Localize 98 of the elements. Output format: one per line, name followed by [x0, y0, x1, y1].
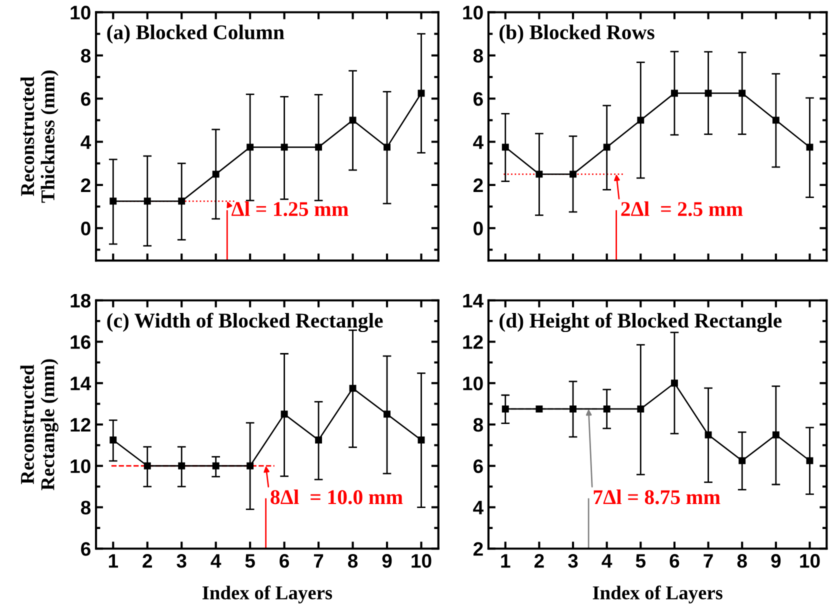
point	[144, 198, 151, 205]
point	[671, 90, 678, 97]
point	[570, 170, 576, 178]
y-tick-label: 10	[70, 6, 90, 20]
point	[536, 170, 543, 178]
y-axis-title: Reconstructed Rectangle (mm)	[20, 359, 58, 490]
y-tick-label: 14	[70, 376, 92, 390]
x-tick-label: 5	[636, 554, 646, 568]
point	[772, 116, 780, 124]
point	[637, 406, 644, 412]
y-tick-label: 18	[70, 294, 91, 308]
x-tick-label: 6	[280, 554, 290, 568]
point	[384, 144, 390, 151]
x-axis-title: Index of Layers	[202, 586, 332, 604]
y-axis-title: Reconstructed Thickness (mm)	[20, 70, 58, 203]
x-tick-label: 8	[737, 554, 747, 568]
y-tick-label: 10	[463, 6, 483, 20]
point	[704, 90, 712, 97]
y-tick-label: 6	[81, 542, 90, 556]
annotation: 7Δl = 8.75 mm	[594, 490, 720, 504]
point	[671, 380, 678, 387]
y-tick-label: 12	[463, 335, 483, 349]
y-tick-label: 2	[473, 178, 483, 192]
x-tick-label: 1	[108, 554, 118, 568]
y-tick-label: 6	[81, 92, 90, 106]
point	[212, 462, 220, 470]
point	[772, 431, 780, 438]
text: (a) Blocked Column	[107, 24, 284, 44]
y-tick-label: 12	[70, 418, 90, 432]
point	[704, 431, 712, 438]
point	[384, 410, 390, 418]
x-tick-label: 7	[314, 554, 324, 568]
y-tick-label: 4	[473, 135, 484, 149]
point	[212, 170, 220, 178]
x-tick-label: 5	[245, 554, 255, 568]
y-tick-label: 8	[473, 418, 484, 432]
x-tick-label: 3	[176, 554, 186, 568]
annotation: 2Δl = 2.5 mm	[621, 201, 743, 216]
x-tick-label: 3	[568, 554, 578, 568]
point	[502, 144, 509, 151]
x-tick-label: 2	[142, 554, 152, 568]
annotation: 8Δl = 10.0 mm	[270, 490, 403, 504]
point	[806, 144, 814, 151]
y-tick-label: 8	[473, 48, 484, 63]
y-tick-label: 4	[473, 500, 484, 514]
y-tick-label: 10	[70, 459, 90, 474]
point	[144, 462, 151, 470]
point	[349, 384, 356, 392]
point	[806, 457, 814, 464]
x-tick-label: 1	[501, 554, 510, 568]
text: (d) Height of Blocked Rectangle	[500, 312, 782, 332]
point	[246, 144, 254, 151]
x-tick-label: 10	[412, 554, 432, 568]
x-tick-label: 9	[771, 554, 781, 568]
point	[280, 410, 288, 418]
y-tick-label: 2	[473, 542, 483, 556]
y-tick-label: 10	[463, 376, 483, 390]
x-axis-title: Index of Layers	[592, 586, 722, 604]
x-tick-label: 7	[704, 554, 713, 568]
x-tick-label: 2	[534, 554, 544, 568]
point	[280, 144, 288, 151]
x-tick-label: 10	[800, 554, 820, 568]
point	[418, 90, 425, 97]
y-tick-label: 8	[80, 500, 91, 514]
point	[603, 406, 610, 412]
x-tick-label: 9	[382, 554, 392, 568]
y-tick-label: 16	[70, 335, 90, 349]
point	[178, 462, 186, 470]
text: (c) Width of Blocked Rectangle	[107, 312, 383, 332]
annotation: Δl = 1.25 mm	[232, 201, 348, 216]
point	[246, 462, 254, 470]
point	[349, 116, 356, 124]
y-tick-label: 14	[463, 294, 484, 308]
y-tick-label: 0	[474, 222, 483, 236]
point	[315, 144, 322, 151]
y-tick-label: 4	[80, 135, 92, 149]
y-tick-label: 6	[474, 459, 483, 474]
point	[536, 406, 543, 412]
y-tick-label: 0	[81, 222, 90, 236]
y-tick-label: 8	[80, 48, 91, 63]
point	[178, 198, 186, 205]
x-tick-label: 4	[210, 554, 222, 568]
point	[738, 457, 746, 464]
point	[738, 90, 746, 97]
y-tick-label: 6	[474, 92, 483, 106]
x-tick-label: 8	[348, 554, 358, 568]
y-tick-label: 2	[81, 178, 90, 192]
point	[418, 436, 425, 444]
point	[637, 116, 644, 124]
x-tick-label: 6	[670, 554, 680, 568]
point	[502, 406, 509, 412]
point	[570, 406, 576, 412]
point	[110, 436, 117, 444]
text: (b) Blocked Rows	[500, 24, 654, 44]
point	[315, 436, 322, 444]
x-tick-label: 4	[602, 554, 612, 568]
point	[603, 144, 610, 151]
point	[110, 198, 117, 205]
